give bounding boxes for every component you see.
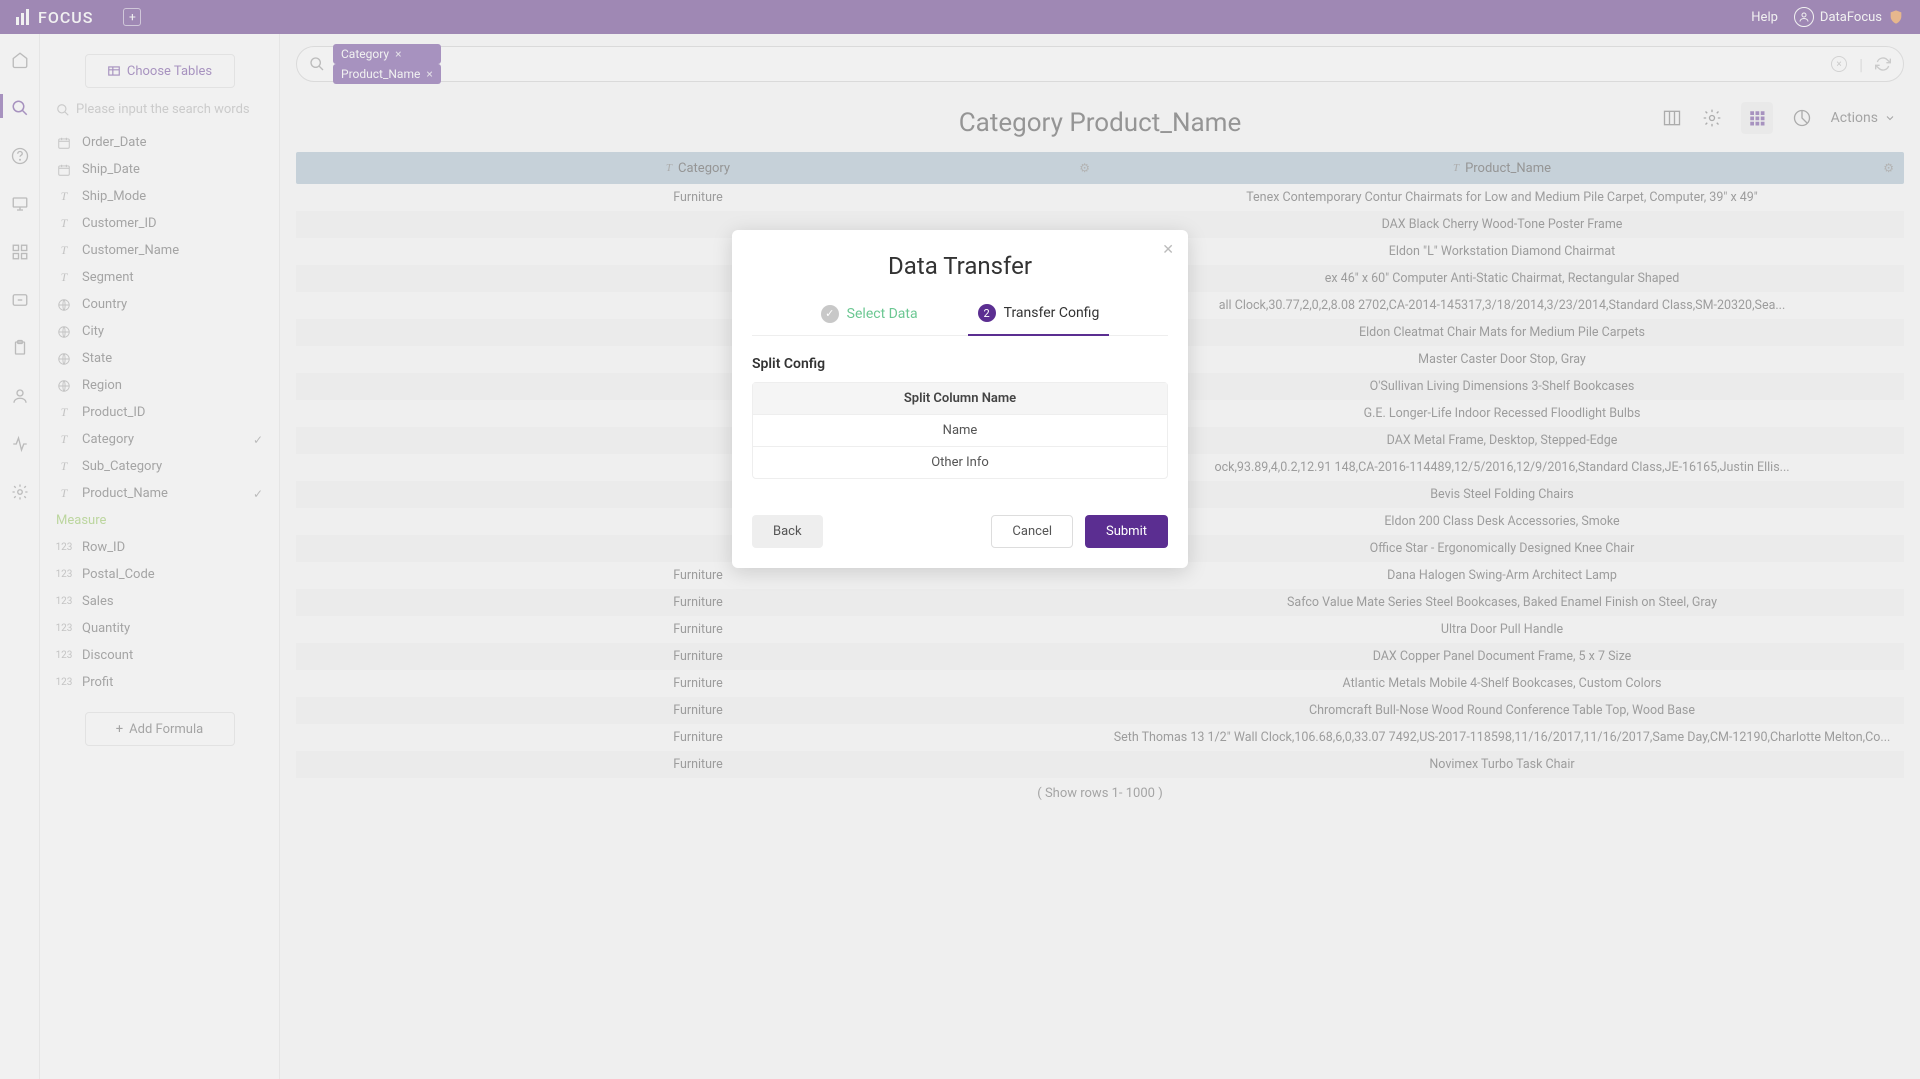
split-config-table: Split Column Name NameOther Info <box>752 382 1168 479</box>
split-row[interactable]: Other Info <box>753 446 1167 478</box>
step-transfer-config[interactable]: 2 Transfer Config <box>968 304 1110 336</box>
data-transfer-modal: ✕ Data Transfer ✓ Select Data 2 Transfer… <box>732 230 1188 568</box>
cancel-button[interactable]: Cancel <box>991 515 1073 548</box>
back-button[interactable]: Back <box>752 515 823 548</box>
modal-close-button[interactable]: ✕ <box>1162 242 1174 258</box>
split-config-title: Split Config <box>752 356 1168 372</box>
step-select-data[interactable]: ✓ Select Data <box>811 304 928 335</box>
check-icon: ✓ <box>821 305 839 323</box>
split-row[interactable]: Name <box>753 414 1167 446</box>
modal-actions: Back Cancel Submit <box>752 515 1168 548</box>
split-column-header: Split Column Name <box>753 383 1167 414</box>
step-number-icon: 2 <box>978 304 996 322</box>
submit-button[interactable]: Submit <box>1085 515 1168 548</box>
modal-title: Data Transfer <box>752 252 1168 280</box>
modal-steps: ✓ Select Data 2 Transfer Config <box>752 304 1168 336</box>
